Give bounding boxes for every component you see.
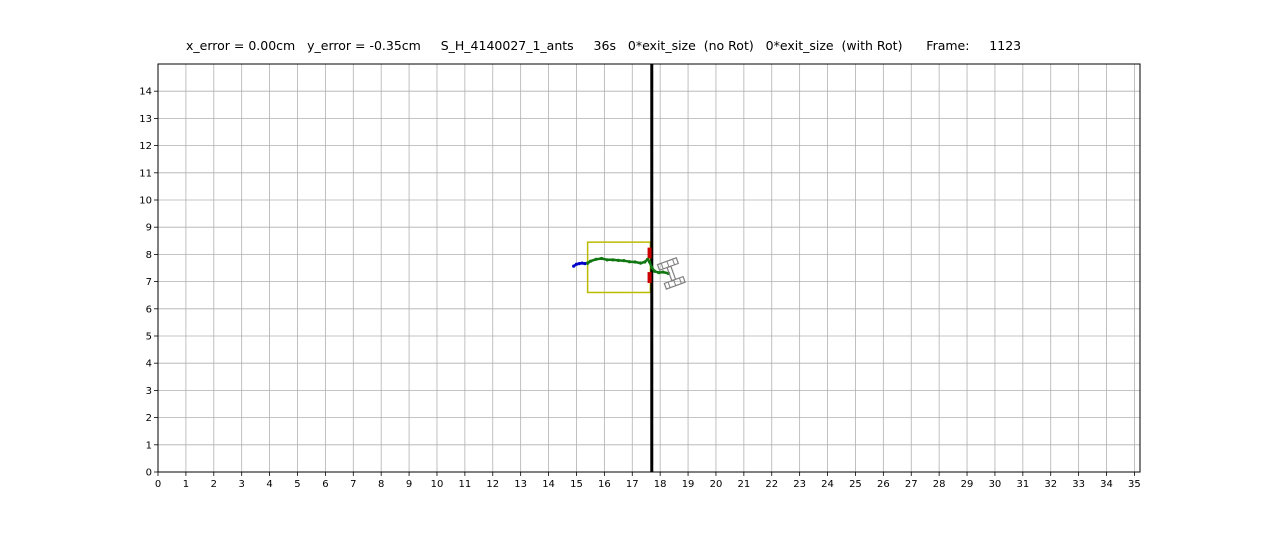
load-shape xyxy=(656,257,686,290)
trajectory-point xyxy=(643,260,647,264)
x-tick-label: 17 xyxy=(626,479,639,490)
x-tick-label: 1 xyxy=(183,479,189,490)
trajectory-point xyxy=(594,257,598,261)
x-tick-label: 20 xyxy=(710,479,723,490)
load-outline xyxy=(656,257,686,290)
x-tick-label: 8 xyxy=(378,479,384,490)
trajectory-point xyxy=(583,262,587,266)
y-tick-label: 12 xyxy=(139,141,152,152)
trajectory-point xyxy=(599,256,604,261)
load-segment xyxy=(667,281,671,288)
trajectory-point xyxy=(650,265,654,270)
x-tick-label: 30 xyxy=(989,479,1002,490)
axes: 0 1 2 3 4 5 6 7 8 9 10 11 12 13 14 15 16 17 18 19 20 21 22 23 24… xyxy=(139,63,1141,490)
load-segment xyxy=(672,259,676,265)
x-tick-label: 4 xyxy=(266,479,272,490)
load-segment xyxy=(673,279,677,286)
x-tick-label: 0 xyxy=(155,479,161,490)
x-tick-label: 35 xyxy=(1128,479,1141,490)
trajectory-point xyxy=(633,260,637,264)
trajectory-point xyxy=(646,257,650,261)
trajectory-point xyxy=(652,269,657,273)
exit-box xyxy=(586,241,652,294)
x-tick-label: 26 xyxy=(877,479,890,490)
y-tick-label: 8 xyxy=(146,250,152,261)
x-tick-label: 29 xyxy=(961,479,974,490)
trajectory-point xyxy=(574,262,579,266)
plot-frame xyxy=(157,63,1141,473)
x-tick-label: 19 xyxy=(682,479,695,490)
y-tick-label: 14 xyxy=(139,87,152,98)
load-segment xyxy=(660,263,664,270)
y-tick-label: 10 xyxy=(139,196,152,207)
x-tick-label: 3 xyxy=(239,479,245,490)
x-tick-label: 33 xyxy=(1072,479,1085,490)
x-tick-label: 15 xyxy=(570,479,583,490)
x-tick-label: 28 xyxy=(933,479,946,490)
y-tick-label: 0 xyxy=(146,468,152,479)
x-tick-label: 18 xyxy=(654,479,667,490)
exit-geometry xyxy=(586,64,654,472)
x-tick-label: 31 xyxy=(1016,479,1029,490)
trajectory-point xyxy=(627,260,632,264)
x-tick-label: 13 xyxy=(514,479,527,490)
y-tick-label: 7 xyxy=(146,277,152,288)
trajectory-point xyxy=(605,258,609,262)
x-tick-label: 34 xyxy=(1100,479,1113,490)
x-tick-label: 14 xyxy=(542,479,555,490)
trajectory-point xyxy=(657,271,661,275)
grid xyxy=(157,64,1140,473)
trajectory-point xyxy=(622,259,626,263)
y-tick-label: 9 xyxy=(146,223,152,234)
y-tick-label: 11 xyxy=(139,168,152,179)
y-tick-label: 1 xyxy=(146,440,152,451)
x-tick-label: 32 xyxy=(1044,479,1057,490)
x-tick-label: 25 xyxy=(849,479,862,490)
trajectory-point xyxy=(580,261,584,265)
x-tick-label: 9 xyxy=(406,479,412,490)
x-tick-label: 21 xyxy=(737,479,750,490)
trajectory-point xyxy=(661,270,665,274)
x-tick-label: 22 xyxy=(765,479,778,490)
trajectory-point xyxy=(647,260,652,264)
y-tick-label: 6 xyxy=(146,304,152,315)
y-tick-label: 3 xyxy=(146,386,152,397)
trajectory-series xyxy=(572,256,671,276)
trajectory-point xyxy=(586,261,590,265)
y-tick-label: 5 xyxy=(146,332,152,343)
x-tick-label: 16 xyxy=(598,479,611,490)
x-tick-label: 6 xyxy=(322,479,328,490)
x-tick-label: 7 xyxy=(350,479,356,490)
trajectory-point xyxy=(588,259,593,263)
plot-title: x_error = 0.00cm y_error = -0.35cm S_H_4… xyxy=(186,38,1022,53)
trajectory-point xyxy=(577,262,581,266)
y-tick-label: 4 xyxy=(146,359,152,370)
x-tick-label: 10 xyxy=(431,479,444,490)
trajectory-point xyxy=(616,258,620,262)
load-segment xyxy=(666,261,670,268)
x-tick-label: 23 xyxy=(793,479,806,490)
trajectory-point xyxy=(611,258,615,262)
y-tick-label: 13 xyxy=(139,114,152,125)
x-tick-label: 12 xyxy=(486,479,499,490)
x-tick-label: 5 xyxy=(294,479,300,490)
x-tick-label: 27 xyxy=(905,479,918,490)
x-tick-label: 24 xyxy=(821,479,834,490)
x-tick-label: 11 xyxy=(459,479,472,490)
load-segment xyxy=(678,277,682,284)
x-tick-label: 2 xyxy=(211,479,217,490)
trajectory-point xyxy=(639,261,643,265)
trajectory-point xyxy=(572,264,576,268)
trajectory-line xyxy=(586,257,670,275)
y-tick-label: 2 xyxy=(146,413,152,424)
